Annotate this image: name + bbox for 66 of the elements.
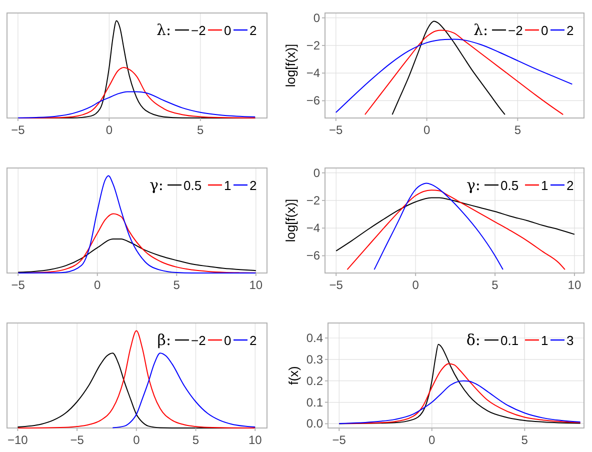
legend-label: 1	[541, 333, 548, 348]
y-tick-label: 0.0	[306, 416, 324, 431]
y-axis-title: log[f(x)]	[283, 198, 298, 242]
legend-title: λ:	[156, 21, 171, 39]
y-tick-label: −2	[306, 193, 320, 208]
legend-label: 1	[541, 178, 548, 193]
x-tick-label: 0	[428, 433, 436, 447]
x-tick-label: 5	[192, 433, 200, 447]
legend-title: δ:	[466, 331, 480, 349]
x-tick-label: 0	[423, 123, 430, 137]
y-tick-label: −6	[306, 94, 320, 108]
x-tick-label: −5	[11, 123, 26, 137]
y-tick-label: 0.1	[306, 395, 324, 410]
legend-title: γ:	[466, 176, 480, 194]
x-tick-label: 0	[106, 123, 113, 137]
x-tick-label: 5	[521, 433, 528, 447]
x-tick-label: 10	[249, 278, 263, 292]
legend-label: 0.5	[184, 178, 202, 193]
line-series	[335, 38, 573, 113]
x-tick-label: 10	[248, 433, 262, 447]
legend-label: 3	[566, 333, 574, 348]
y-tick-label: 0	[313, 166, 320, 180]
legend-label: −2	[191, 333, 206, 348]
y-axis-title: f(x)	[286, 366, 301, 385]
legend-title: β:	[157, 331, 171, 349]
legend-label: 0.5	[500, 178, 519, 193]
legend-label: 0.1	[500, 333, 519, 348]
y-tick-label: −6	[306, 248, 320, 263]
x-tick-label: 5	[492, 278, 499, 292]
x-tick-label: 5	[197, 123, 204, 137]
y-tick-label: −4	[306, 66, 320, 80]
y-axis-title: log[f(x)]	[283, 44, 298, 88]
legend-label: 2	[250, 333, 257, 348]
x-tick-label: 10	[568, 278, 582, 292]
x-tick-label: −10	[8, 433, 28, 447]
x-tick-label: −5	[329, 123, 344, 137]
x-tick-label: 0	[94, 278, 102, 292]
y-tick-label: −4	[306, 221, 320, 236]
legend-label: 2	[566, 178, 574, 193]
legend-label: 2	[250, 178, 257, 193]
y-tick-label: −2	[306, 38, 320, 52]
x-tick-label: −5	[329, 278, 344, 292]
legend-label: −2	[508, 23, 523, 38]
x-tick-label: 5	[514, 123, 522, 137]
x-tick-label: 0	[412, 278, 420, 292]
line-series	[338, 380, 581, 424]
legend-label: 0	[224, 333, 232, 348]
y-tick-label: 0	[313, 10, 320, 25]
x-tick-label: −5	[332, 433, 346, 447]
y-tick-label: 0.2	[306, 374, 324, 388]
y-tick-label: 0.4	[306, 331, 324, 345]
legend-title: γ:	[149, 176, 164, 194]
x-tick-label: −5	[11, 278, 26, 292]
legend-label: 2	[250, 23, 257, 38]
legend-title: λ:	[473, 21, 488, 39]
x-tick-label: −5	[70, 433, 84, 447]
legend-label: 2	[566, 23, 574, 38]
line-series	[392, 20, 506, 116]
legend-label: −2	[191, 23, 206, 38]
x-tick-label: 0	[133, 433, 140, 447]
legend-label: 0	[541, 23, 548, 38]
legend-label: 0	[224, 23, 232, 38]
x-tick-label: 5	[173, 278, 180, 292]
legend-label: 1	[224, 178, 232, 193]
line-series	[336, 197, 575, 252]
y-tick-label: 0.3	[306, 352, 324, 366]
